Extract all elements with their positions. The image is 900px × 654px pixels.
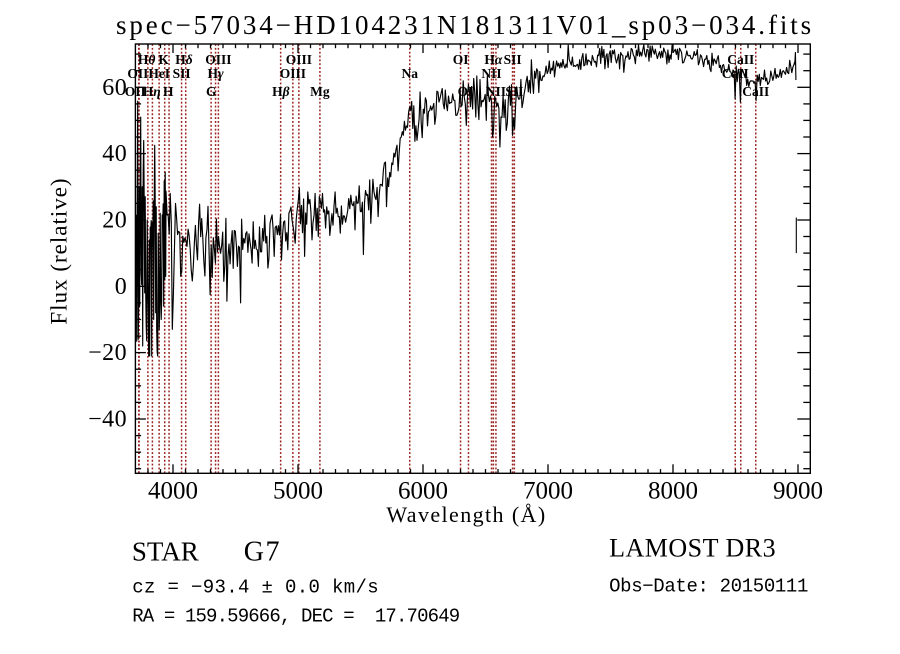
svg-text:OIII: OIII [286,52,312,67]
svg-text:OIII: OIII [205,52,231,67]
svg-text:OI: OI [458,84,474,99]
svg-text:Hβ: Hβ [272,84,290,99]
svg-text:K: K [158,52,169,67]
svg-text:OII: OII [127,66,148,81]
svg-text:NII: NII [481,66,501,81]
svg-text:SII: SII [173,66,191,81]
svg-text:Hδ: Hδ [175,52,193,67]
svg-text:HeI: HeI [148,66,170,81]
svg-text:9000: 9000 [773,477,823,504]
svg-text:Hη: Hη [143,84,161,99]
svg-text:OI: OI [453,52,469,67]
svg-text:6000: 6000 [398,477,448,504]
svg-text:20: 20 [102,207,127,233]
svg-text:CaII: CaII [722,66,749,81]
svg-text:H: H [163,84,174,99]
svg-text:Mg: Mg [310,84,330,99]
svg-text:CaII: CaII [727,52,754,67]
svg-text:G: G [206,84,217,99]
svg-text:Hθ: Hθ [138,52,156,67]
svg-text:Flux (relative): Flux (relative) [47,177,72,324]
svg-text:LAMOST DR3: LAMOST DR3 [609,534,776,563]
svg-text:60: 60 [102,75,127,101]
svg-text:Hγ: Hγ [208,66,225,81]
svg-text:Wavelength (Å): Wavelength (Å) [386,502,546,527]
svg-text:OIII: OIII [280,66,306,81]
svg-text:NII: NII [486,84,506,99]
svg-text:8000: 8000 [648,477,698,504]
svg-text:RA = 159.59666, DEC = 17.7064: RA = 159.59666, DEC = 17.70649 [132,606,460,628]
svg-text:Hα: Hα [484,52,503,67]
svg-text:Na: Na [402,66,419,81]
svg-text:40: 40 [102,141,127,167]
svg-text:cz = −93.4 ± 0.0 km/s: cz = −93.4 ± 0.0 km/s [132,577,379,599]
svg-text:spec−57034−HD104231N181311V01_: spec−57034−HD104231N181311V01_sp03−034.f… [116,10,814,40]
svg-text:SII: SII [505,84,523,99]
svg-text:0: 0 [115,274,128,300]
svg-text:−40: −40 [88,406,127,432]
svg-text:CaII: CaII [742,84,769,99]
svg-text:−20: −20 [88,340,127,366]
svg-text:Obs−Date: 20150111: Obs−Date: 20150111 [609,576,808,598]
svg-text:4000: 4000 [148,477,198,504]
svg-text:STAR: STAR [132,536,199,566]
svg-text:G7: G7 [244,536,281,567]
svg-text:SII: SII [504,52,522,67]
svg-text:5000: 5000 [273,477,323,504]
svg-text:OII: OII [125,84,146,99]
svg-text:7000: 7000 [523,477,573,504]
